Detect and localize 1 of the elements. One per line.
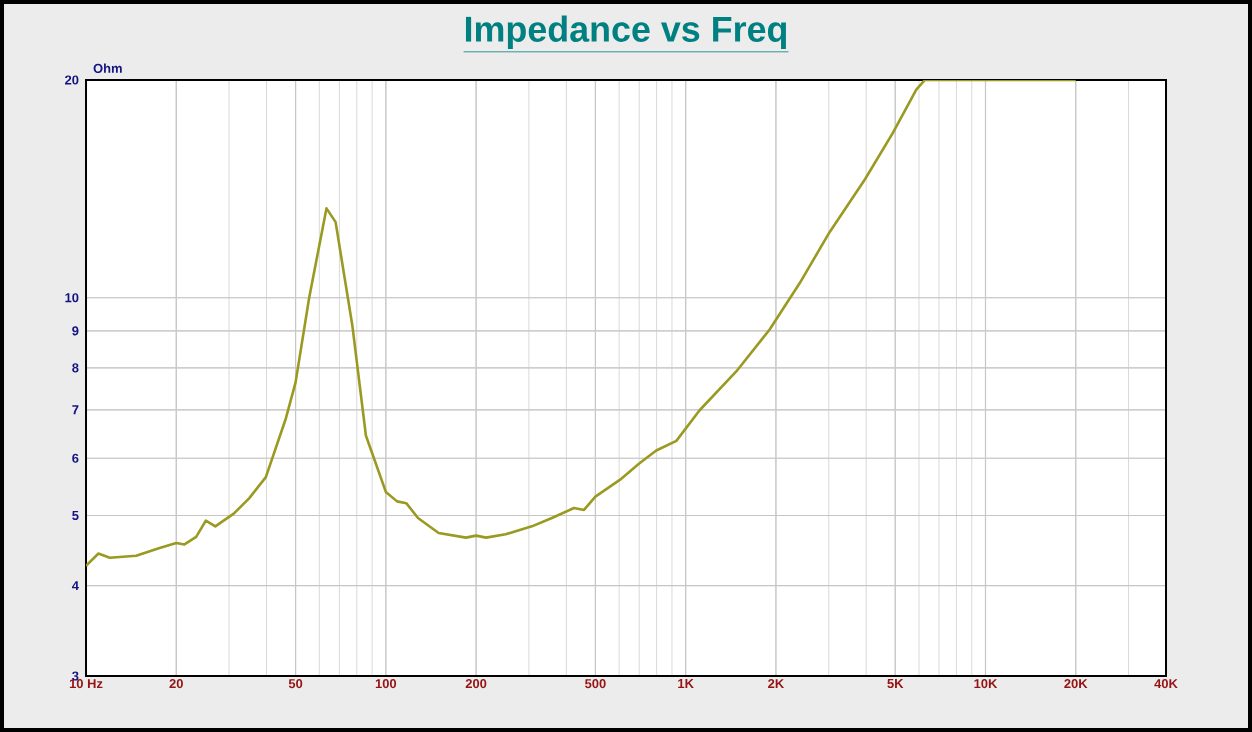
chart-title: Impedance vs Freq	[465, 15, 787, 49]
